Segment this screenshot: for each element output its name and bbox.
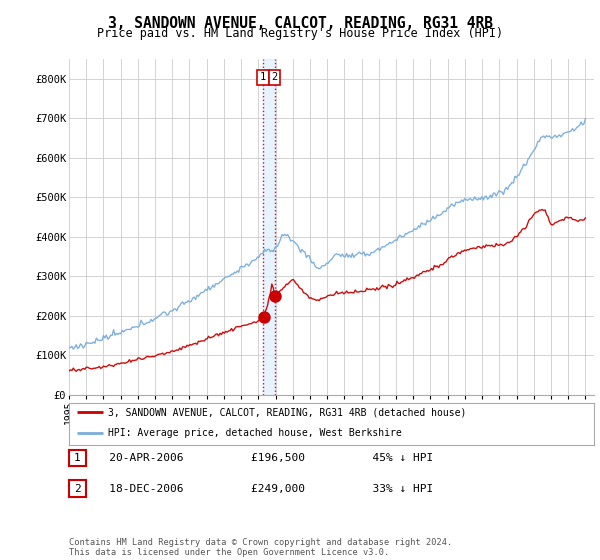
Text: 3, SANDOWN AVENUE, CALCOT, READING, RG31 4RB: 3, SANDOWN AVENUE, CALCOT, READING, RG31… [107,16,493,31]
Text: 2: 2 [74,484,81,494]
Text: Contains HM Land Registry data © Crown copyright and database right 2024.
This d: Contains HM Land Registry data © Crown c… [69,538,452,557]
Text: 20-APR-2006          £196,500          45% ↓ HPI: 20-APR-2006 £196,500 45% ↓ HPI [89,453,433,463]
Text: 18-DEC-2006          £249,000          33% ↓ HPI: 18-DEC-2006 £249,000 33% ↓ HPI [89,484,433,494]
Text: 1: 1 [260,72,266,82]
Bar [263,59,275,395]
Text: 3, SANDOWN AVENUE, CALCOT, READING, RG31 4RB (detached house): 3, SANDOWN AVENUE, CALCOT, READING, RG31… [109,408,467,417]
Text: 2: 2 [272,72,278,82]
Text: Price paid vs. HM Land Registry's House Price Index (HPI): Price paid vs. HM Land Registry's House … [97,27,503,40]
Text: 1: 1 [74,453,81,463]
Text: HPI: Average price, detached house, West Berkshire: HPI: Average price, detached house, West… [109,428,402,438]
